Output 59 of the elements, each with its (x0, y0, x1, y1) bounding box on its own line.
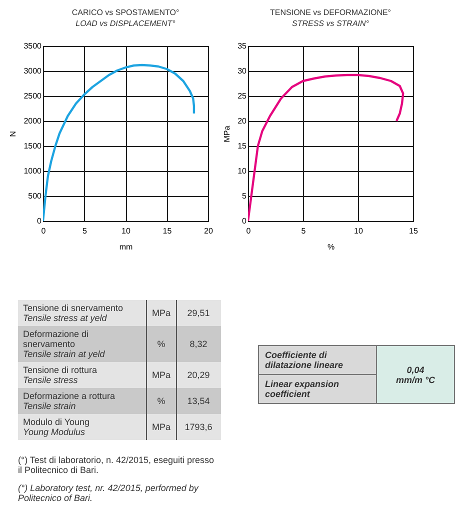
text: Tensione di rottura (23, 365, 98, 375)
text: mm/m °C (394, 374, 436, 384)
y-tick-label: 2000 (24, 116, 42, 126)
text: % (146, 326, 176, 362)
text: MPa (146, 300, 176, 326)
text: Young Modulus (23, 427, 86, 437)
chart-subtitle: LOAD vs DISPLACEMENT° (76, 19, 176, 28)
chart-subtitle: STRESS vs STRAIN° (292, 19, 370, 28)
y-tick-label: 3000 (24, 66, 42, 76)
text: Tensile stress at yeld (23, 313, 108, 323)
y-tick-label: 0 (242, 216, 248, 226)
x-axis-title: % (327, 242, 335, 252)
text: Modulo di Young (23, 417, 91, 427)
x-tick-label: 15 (409, 226, 418, 236)
x-tick-label: 15 (162, 226, 172, 236)
text: 13,54 (186, 395, 211, 408)
x-tick-label: 20 (204, 226, 214, 236)
text: 8,32 (188, 338, 208, 351)
line-series (43, 64, 196, 221)
x-tick-label: 5 (82, 226, 88, 236)
text: 1793,6 (184, 421, 214, 434)
y-axis-title: MPa (222, 125, 232, 142)
y-axis-title: N (8, 130, 18, 137)
y-tick-label: 3500 (24, 42, 42, 50)
y-tick-label: 20 (238, 116, 248, 126)
text: (°) Laboratory test, nr. 42/2015, performed by Politecnico of Bari. (18, 483, 200, 503)
y-tick-label: 0 (37, 216, 42, 226)
text: 20,29 (186, 369, 211, 382)
text: Deformazione di snervamento (23, 329, 90, 349)
y-tick-label: 35 (238, 42, 248, 50)
text: MPa (146, 362, 176, 388)
text: Deformazione a rottura (23, 391, 116, 401)
text: Coefficiente di dilatazione lineare (258, 346, 376, 374)
x-tick-label: 10 (354, 226, 364, 236)
y-tick-label: 30 (238, 66, 248, 76)
text: Tensile stress (23, 375, 79, 385)
text: Tensile strain (23, 401, 77, 411)
y-tick-label: 25 (238, 92, 248, 100)
y-tick-label: 2500 (24, 92, 42, 100)
chart-title: CARICO vs SPOSTAMENTO° (72, 8, 180, 17)
text: % (146, 388, 176, 414)
line-series (248, 74, 404, 221)
y-tick-label: 15 (238, 142, 248, 150)
y-tick-label: 5 (242, 192, 248, 200)
chart-title: TENSIONE vs DEFORMAZIONE° (270, 8, 391, 17)
text: 29,51 (186, 307, 211, 320)
y-tick-label: 1500 (24, 142, 42, 150)
y-tick-label: 10 (238, 166, 248, 176)
x-axis-title: mm (119, 242, 133, 252)
x-tick-label: 10 (122, 226, 131, 236)
text: Tensile strain at yeld (23, 349, 106, 359)
text: Linear expansion coefficient (258, 374, 376, 404)
y-tick-label: 1000 (24, 166, 42, 176)
text: 0,04 (406, 364, 426, 374)
text: (°) Test di laboratorio, n. 42/2015, eseguiti presso il Politecnico di Bari. (18, 455, 216, 475)
y-tick-label: 500 (28, 192, 42, 200)
x-tick-label: 5 (301, 226, 306, 236)
text: Tensione di snervamento (23, 303, 124, 313)
text: MPa (146, 414, 176, 440)
